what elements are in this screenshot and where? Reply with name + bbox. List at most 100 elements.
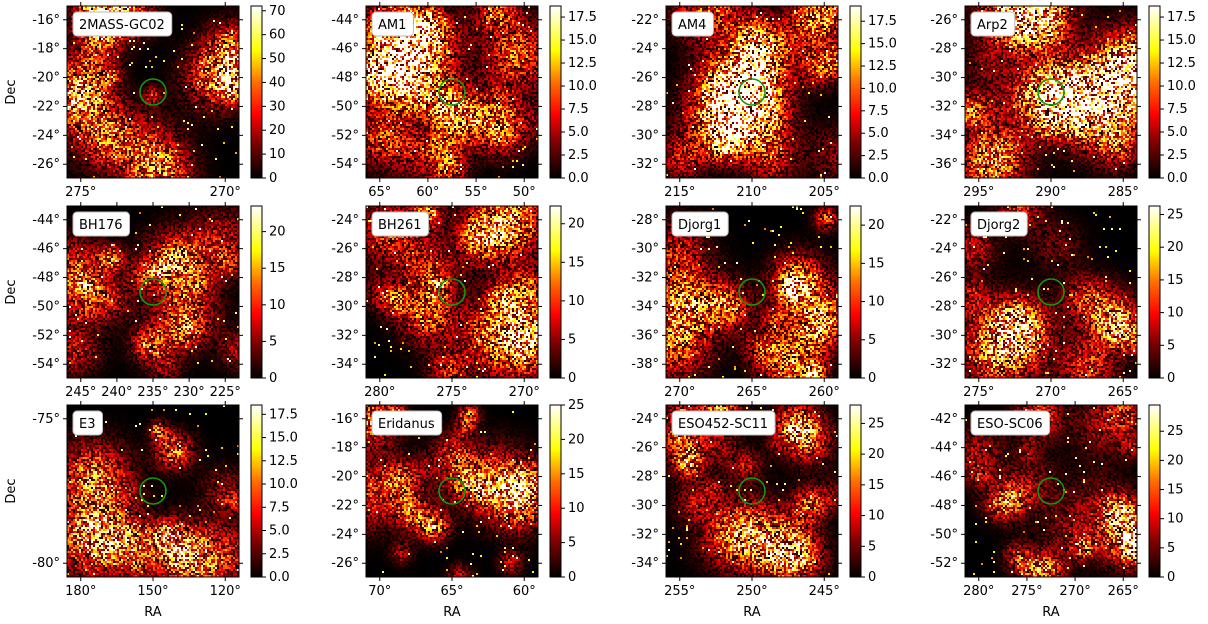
y-tick-label: -46° xyxy=(930,470,958,485)
y-tick-label: -16° xyxy=(331,412,359,427)
panel-djorg2: Djorg2 -22° -24° -26° -28° -30° -32° 275° 270° 26… xyxy=(930,202,1184,400)
y-tick-label: -26° xyxy=(631,441,659,456)
x-tick-label: 265° xyxy=(736,385,767,400)
colorbar-tick-label: 0.0 xyxy=(1167,171,1188,186)
colorbar-tick-label: 2.5 xyxy=(868,149,889,164)
x-tick-label: 180° xyxy=(65,584,96,599)
y-tick-label: -26° xyxy=(331,556,359,571)
colorbar-tick-label: 15 xyxy=(1167,273,1184,288)
x-tick-label: 205° xyxy=(809,185,840,200)
y-tick-label: -52° xyxy=(32,328,60,343)
panel-title: BH176 xyxy=(79,218,123,233)
colorbar-tick-label: 7.5 xyxy=(1167,102,1188,117)
colorbar xyxy=(849,404,862,578)
y-tick-label: -52° xyxy=(331,128,359,143)
x-tick-label: 275° xyxy=(963,385,994,400)
panel-title: Djorg2 xyxy=(977,218,1020,233)
cluster-marker-circle xyxy=(1037,477,1065,505)
x-tick-label: 290° xyxy=(1035,185,1066,200)
y-tick-label: -34° xyxy=(631,299,659,314)
y-tick-label: -42° xyxy=(930,412,958,427)
y-axis-label: Dec xyxy=(4,279,19,304)
colorbar-tick-label: 5.0 xyxy=(1167,125,1188,140)
colorbar-tick-label: 20 xyxy=(1167,240,1184,255)
panel-title-box xyxy=(671,11,714,37)
y-tick-label: -32° xyxy=(631,527,659,542)
colorbar-tick-label: 10 xyxy=(868,295,885,310)
y-tick-label: -18° xyxy=(331,441,359,456)
cluster-marker-circle xyxy=(1037,278,1065,306)
x-tick-label: 275° xyxy=(436,385,467,400)
panel-title: AM4 xyxy=(678,18,706,33)
x-tick-label: 270° xyxy=(1035,385,1066,400)
x-tick-label: 60° xyxy=(513,584,536,599)
x-tick-label: 285° xyxy=(1108,185,1139,200)
colorbar-tick-label: 15.0 xyxy=(868,37,897,52)
colorbar-tick-label: 5 xyxy=(868,333,876,348)
panel-am1: AM1 -44° -46° -48° -50° -52° -54° 65° 60° 55° 50° 0… xyxy=(331,2,597,200)
colorbar-tick-label: 12.5 xyxy=(868,59,897,74)
colorbar-tick-label: 2.5 xyxy=(568,148,589,163)
x-tick-label: 235° xyxy=(137,385,168,400)
colorbar-tick-label: 5 xyxy=(269,334,277,349)
colorbar xyxy=(250,5,263,179)
colorbar-tick-label: 15.0 xyxy=(269,431,298,446)
cluster-marker-circle xyxy=(139,278,167,306)
y-tick-label: -30° xyxy=(631,128,659,143)
y-tick-label: -28° xyxy=(631,470,659,485)
colorbar-tick-label: 17.5 xyxy=(868,14,897,29)
panel-title-box xyxy=(970,410,1051,436)
y-tick-label: -30° xyxy=(930,328,958,343)
y-tick-label: -26° xyxy=(631,71,659,86)
colorbar-tick-label: 0 xyxy=(868,371,876,386)
colorbar xyxy=(250,205,263,379)
y-tick-label: -48° xyxy=(331,71,359,86)
colorbar-tick-label: 10 xyxy=(868,509,885,524)
colorbar-tick-label: 20 xyxy=(269,123,286,138)
x-tick-label: 50° xyxy=(513,185,536,200)
colorbar-tick-label: 5.0 xyxy=(568,125,589,140)
y-tick-label: -28° xyxy=(631,99,659,114)
y-tick-label: -44° xyxy=(930,441,958,456)
panel-title-box xyxy=(72,410,103,436)
x-tick-label: 245° xyxy=(65,385,96,400)
panel-title-box xyxy=(371,211,430,237)
colorbar-tick-label: 10 xyxy=(1167,512,1184,527)
colorbar-tick-label: 70 xyxy=(269,4,286,19)
x-tick-label: 150° xyxy=(137,584,168,599)
x-tick-label: 295° xyxy=(963,185,994,200)
x-axis-label: RA xyxy=(144,605,162,620)
y-tick-label: -30° xyxy=(631,242,659,257)
y-tick-label: -50° xyxy=(331,99,359,114)
colorbar-tick-label: 15 xyxy=(868,256,885,271)
colorbar xyxy=(549,404,562,578)
colorbar-tick-label: 7.5 xyxy=(868,104,889,119)
colorbar-tick-label: 0 xyxy=(269,171,277,186)
y-tick-label: -28° xyxy=(331,271,359,286)
colorbar-tick-label: 0 xyxy=(568,371,576,386)
x-tick-label: 55° xyxy=(465,185,488,200)
cluster-marker-circle xyxy=(738,477,766,505)
colorbar-tick-label: 0 xyxy=(1167,570,1175,585)
colorbar-tick-label: 5.0 xyxy=(868,126,889,141)
colorbar-tick-label: 12.5 xyxy=(269,454,298,469)
panel-title-box xyxy=(371,11,414,37)
y-tick-label: -30° xyxy=(631,498,659,513)
x-tick-label: 280° xyxy=(364,385,395,400)
panel-djorg1: Djorg1 -28° -30° -32° -34° -36° -38° 270° 265° 26… xyxy=(631,202,885,400)
x-tick-label: 230° xyxy=(173,385,204,400)
colorbar-tick-label: 10.0 xyxy=(868,81,897,96)
panel-am4: AM4 -22° -24° -26° -28° -30° -32° 215° 210° 205° 0… xyxy=(631,2,897,200)
y-tick-label: -32° xyxy=(631,271,659,286)
x-tick-label: 275° xyxy=(1011,584,1042,599)
colorbar xyxy=(549,5,562,179)
panel-e3: E3 -75° -80° 180° 150° 120° Dec RA 0.0 2.5 5.0 7.5 1… xyxy=(4,401,298,620)
panel-title-box xyxy=(72,11,173,37)
y-tick-label: -24° xyxy=(32,128,60,143)
colorbar-tick-label: 5 xyxy=(568,536,576,551)
y-tick-label: -20° xyxy=(32,71,60,86)
colorbar xyxy=(849,5,862,179)
colorbar-tick-label: 25 xyxy=(568,398,585,413)
y-tick-label: -18° xyxy=(32,42,60,57)
colorbar-tick-label: 20 xyxy=(868,447,885,462)
